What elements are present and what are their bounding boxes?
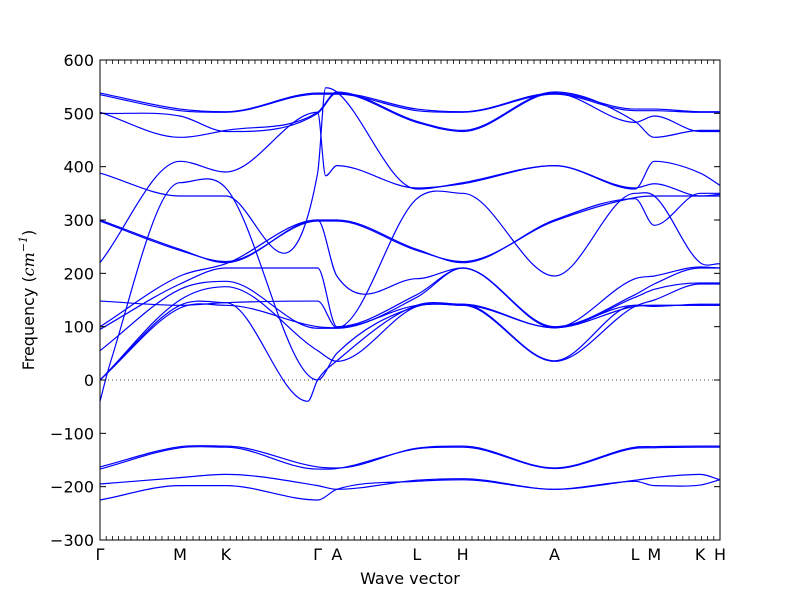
x-tick-label: H — [714, 545, 726, 564]
y-tick-label: −200 — [50, 478, 94, 497]
dispersion-band-17 — [99, 445, 720, 469]
x-tick-label: A — [549, 545, 560, 564]
dispersion-band-4 — [99, 92, 720, 133]
y-axis-label: Frequency (cm−1) — [17, 230, 38, 371]
dispersion-band-20 — [99, 479, 721, 501]
y-tick-label: 500 — [63, 104, 94, 123]
x-tick-label: L — [412, 545, 421, 564]
y-tick-label: 400 — [63, 158, 94, 177]
dispersion-band-10 — [99, 219, 721, 329]
y-tick-label: 200 — [63, 264, 94, 283]
y-axis-label-suffix: ) — [19, 230, 38, 236]
y-tick-label: 600 — [63, 51, 94, 70]
dispersion-band-16 — [99, 300, 720, 402]
dispersion-band-11 — [99, 267, 720, 330]
y-axis-label-unit-exponent: −1 — [17, 236, 30, 252]
dispersion-band-6 — [99, 111, 720, 264]
y-tick-label: 0 — [84, 371, 94, 390]
y-tick-label: −100 — [50, 424, 94, 443]
y-tick-label: −300 — [50, 531, 94, 550]
x-tick-label: Γ — [313, 545, 322, 564]
x-tick-label: K — [695, 545, 706, 564]
y-axis-label-prefix: Frequency ( — [19, 276, 38, 370]
dispersion-band-5 — [99, 87, 721, 254]
y-axis-ticks: −300 −200 −100 0 100 200 300 400 500 600 — [50, 51, 720, 550]
x-tick-label: M — [173, 545, 187, 564]
dispersion-band-19 — [99, 473, 721, 490]
y-tick-label: 100 — [63, 318, 94, 337]
x-tick-label: L — [631, 545, 640, 564]
dispersion-curves — [99, 87, 721, 501]
x-tick-label: H — [457, 545, 469, 564]
dispersion-band-12 — [99, 267, 720, 352]
x-tick-label: K — [221, 545, 232, 564]
dispersion-band-18 — [99, 446, 720, 470]
x-tick-label: Γ — [96, 545, 105, 564]
y-axis-label-unit: cm — [19, 252, 38, 276]
y-tick-label: 300 — [63, 211, 94, 230]
x-tick-label: A — [331, 545, 342, 564]
x-tick-label: M — [647, 545, 661, 564]
dispersion-band-2 — [99, 93, 720, 113]
x-axis-label: Wave vector — [360, 569, 460, 588]
